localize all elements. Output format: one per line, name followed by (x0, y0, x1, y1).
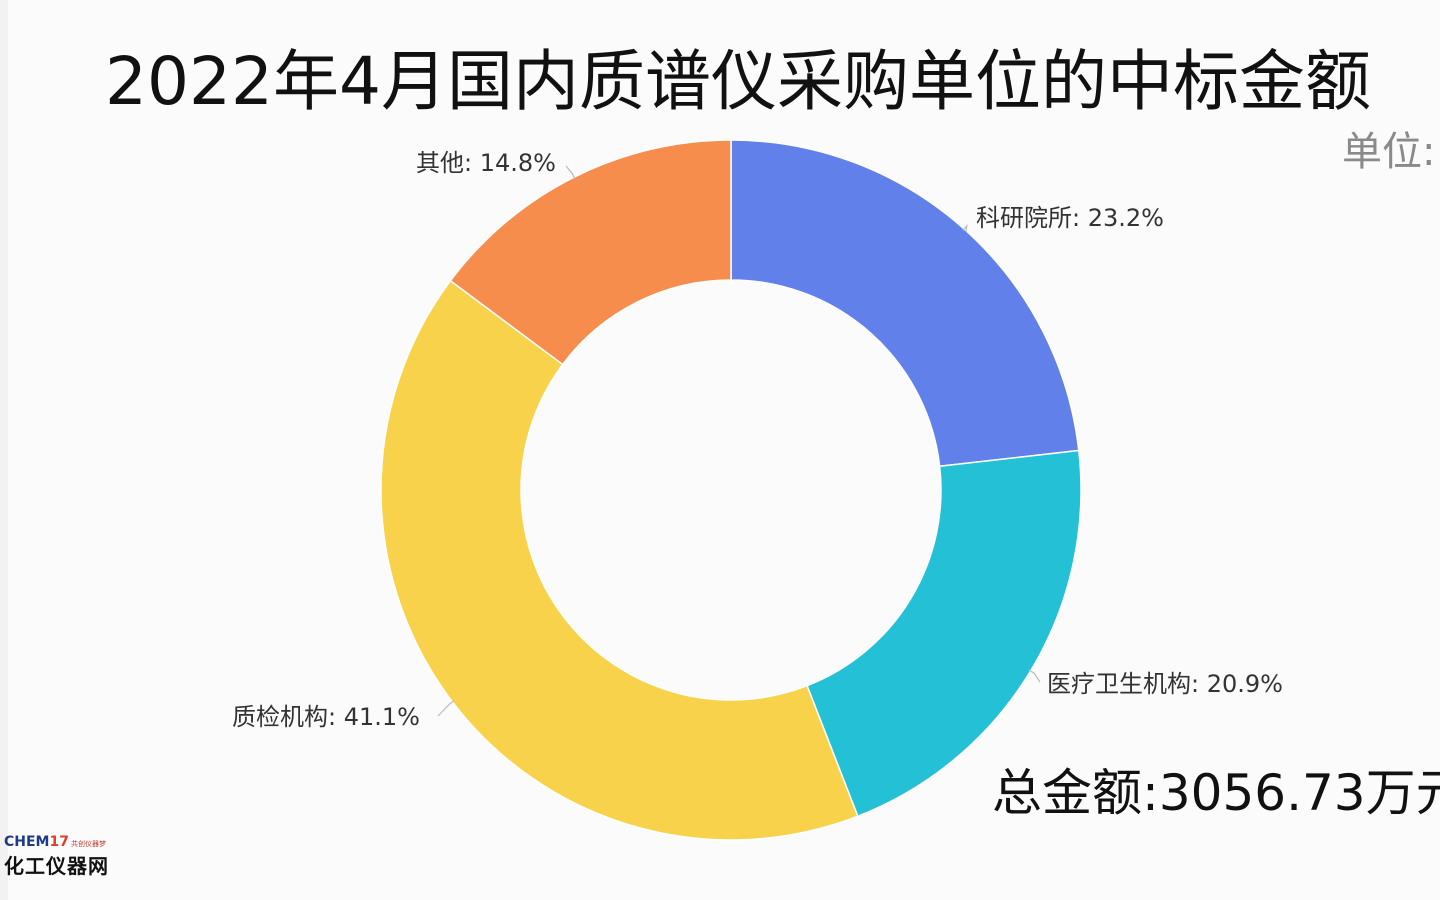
slice-label-2: 医疗卫生机构: 20.9% (1047, 670, 1283, 698)
donut-slices (380, 139, 1082, 841)
donut-slice-1 (730, 139, 1080, 468)
logo-name: 化工仪器网 (4, 854, 109, 878)
donut-slice-4 (449, 139, 732, 366)
slice-label-4: 其他: 14.8% (416, 149, 556, 177)
leader-line-3 (437, 700, 455, 717)
slice-labels: 科研院所: 23.2% 医疗卫生机构: 20.9% 质检机构: 41.1% 其他: 1… (232, 149, 1283, 731)
unit-label: 单位: (1342, 129, 1436, 175)
brand-logo: CHEM17 共创仪器梦 化工仪器网 (4, 834, 134, 882)
logo-brand-number: 17 (49, 834, 69, 850)
donut-slice-3 (380, 279, 859, 841)
total-amount-label: 总金额:3056.73万元 (992, 764, 1440, 822)
leader-line-4 (565, 165, 576, 180)
left-edge-shade (0, 0, 8, 900)
donut-slice-2 (806, 449, 1082, 818)
logo-slogan: 共创仪器梦 (70, 840, 106, 848)
leader-line-2 (1028, 669, 1041, 683)
logo-brand-line: CHEM17 共创仪器梦 (4, 834, 106, 852)
slice-label-3: 质检机构: 41.1% (232, 703, 420, 731)
chart-title: 2022年4月国内质谱仪采购单位的中标金额 (105, 43, 1371, 120)
slice-label-1: 科研院所: 23.2% (976, 204, 1164, 232)
leader-line-1 (962, 224, 968, 233)
logo-brand-prefix: CHEM (4, 834, 50, 850)
